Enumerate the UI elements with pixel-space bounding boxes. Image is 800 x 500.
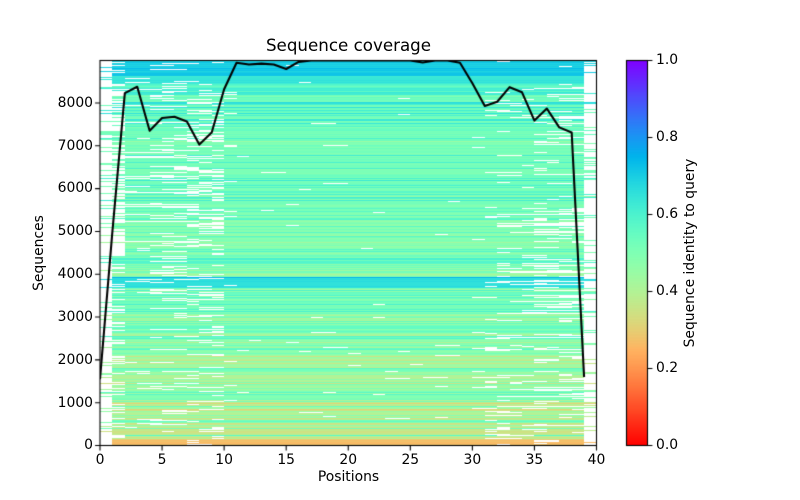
x-tick-label: 30: [463, 452, 482, 469]
x-tick-label: 35: [525, 452, 544, 469]
y-tick-label: 5000: [57, 223, 93, 240]
x-axis-label: Positions: [317, 468, 380, 485]
colorbar-label: Sequence identity to query: [682, 158, 698, 348]
y-tick-label: 7000: [57, 137, 93, 154]
x-tick-label: 40: [587, 452, 606, 469]
y-tick-label: 1000: [57, 394, 93, 411]
colorbar-tick-label: 0.0: [656, 437, 679, 454]
x-tick-label: 5: [157, 452, 167, 469]
x-tick-label: 25: [401, 452, 420, 469]
colorbar-tick-label: 1.0: [656, 52, 679, 69]
x-tick-label: 20: [339, 452, 358, 469]
x-tick-label: 0: [95, 452, 105, 469]
y-tick-label: 8000: [57, 94, 93, 111]
y-tick-label: 4000: [57, 266, 93, 283]
y-tick-label: 3000: [57, 308, 93, 325]
y-tick-label: 0: [84, 437, 93, 454]
colorbar-tick-label: 0.8: [656, 129, 679, 146]
colorbar-tick-label: 0.4: [656, 283, 679, 300]
x-tick-label: 10: [215, 452, 233, 469]
y-tick-label: 2000: [57, 351, 93, 368]
colorbar-tick-label: 0.2: [656, 360, 679, 377]
y-tick-label: 6000: [57, 180, 93, 197]
x-tick-label: 15: [277, 452, 296, 469]
colorbar-tick-label: 0.6: [656, 206, 679, 223]
chart-title: Sequence coverage: [265, 34, 432, 55]
